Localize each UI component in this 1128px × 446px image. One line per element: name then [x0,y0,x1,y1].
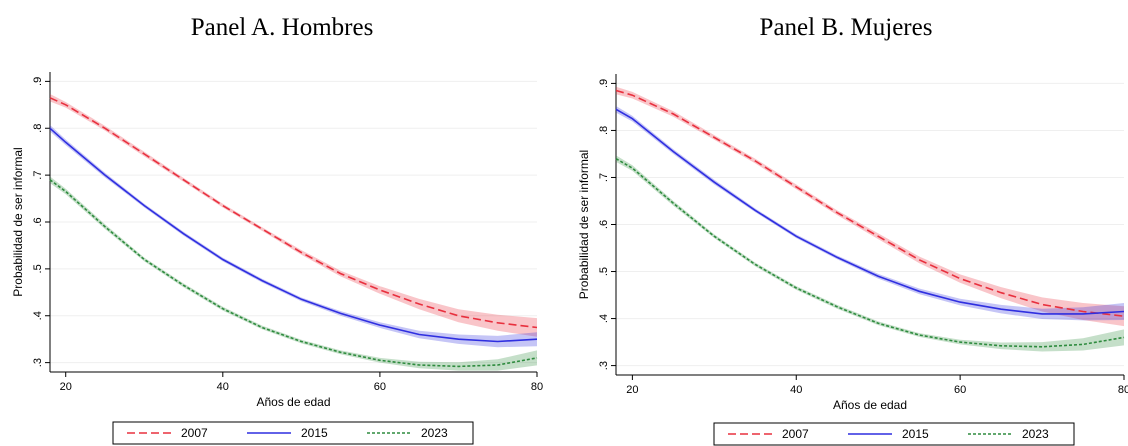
y-tick-label: .3 [598,361,610,370]
x-axis-title: Años de edad [833,398,907,412]
x-tick-label: 40 [217,381,229,393]
y-axis-title: Probabilidad de ser informal [577,150,591,299]
series-line-2023 [615,158,1125,348]
panel-a-chart: .3 .4 .5 .6 .7 .8 .9 20 40 60 80 Años de edad Probab… [11,72,543,445]
panel-b-title: Panel B. Mujeres [759,14,933,41]
legend-label-2007: 2007 [181,426,208,440]
legend-box [713,422,1075,446]
series-line-2015 [49,127,538,343]
legend-label-2015: 2015 [301,426,328,440]
y-tick-label: .9 [32,77,44,86]
y-tick-label: .4 [32,311,44,320]
x-axis-title: Años de edad [256,395,330,409]
panel-b-chart: .3 .4 .5 .6 .7 .8 .9 20 40 60 80 Años de edad Probab… [577,74,1128,446]
y-tick-label: .8 [598,126,610,135]
y-tick-label: .6 [598,220,610,229]
y-tick-label: .9 [598,79,610,88]
legend-label-2023: 2023 [1022,427,1049,441]
y-tick-label: .8 [32,124,44,133]
series-line-2023 [49,179,538,368]
y-tick-label: .5 [32,264,44,273]
x-tick-label: 20 [60,381,72,393]
series-line-2015 [615,108,1125,315]
panel-b: Panel B. Mujeres .3 .4 .5 .6 .7 .8 .9 20 40 60 80 A… [564,0,1128,446]
series-line-2007 [615,89,1125,317]
y-tick-label: .5 [598,267,610,276]
y-tick-label: .4 [598,314,610,323]
panel-a-title: Panel A. Hombres [190,14,374,41]
panel-a: Panel A. Hombres .3 .4 .5 .6 .7 .8 .9 20 40 60 80 A… [11,14,543,445]
x-tick-label: 60 [374,381,386,393]
y-tick-label: .3 [32,358,44,367]
legend-label-2007: 2007 [782,427,809,441]
x-tick-label: 40 [790,384,802,396]
x-tick-label: 80 [1118,384,1128,396]
y-tick-label: .6 [32,217,44,226]
y-tick-label: .7 [32,171,44,180]
y-axis-title: Probabilidad de ser informal [11,147,25,296]
series-line-2007 [49,97,538,329]
legend-label-2015: 2015 [902,427,929,441]
x-tick-label: 20 [626,384,638,396]
x-tick-label: 60 [954,384,966,396]
legend-label-2023: 2023 [421,426,448,440]
x-tick-label: 80 [531,381,543,393]
y-tick-label: .7 [598,173,610,182]
legend-box [112,421,474,445]
